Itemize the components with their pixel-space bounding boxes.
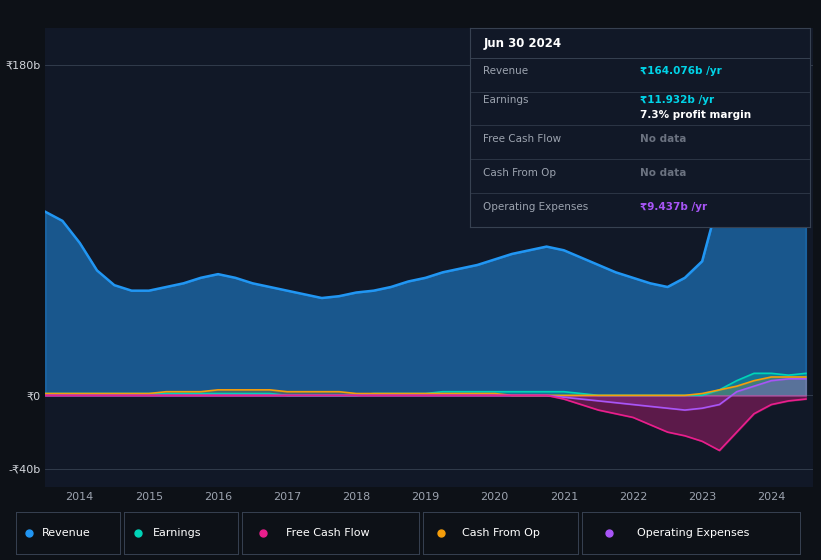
Text: ₹9.437b /yr: ₹9.437b /yr [640,202,707,212]
Text: Revenue: Revenue [43,529,91,538]
Text: Earnings: Earnings [153,529,201,538]
Text: Operating Expenses: Operating Expenses [484,202,589,212]
Text: 7.3% profit margin: 7.3% profit margin [640,110,751,120]
Text: Free Cash Flow: Free Cash Flow [287,529,369,538]
Text: Free Cash Flow: Free Cash Flow [484,134,562,144]
Text: ₹164.076b /yr: ₹164.076b /yr [640,66,722,76]
Text: Cash From Op: Cash From Op [461,529,539,538]
Text: Revenue: Revenue [484,66,529,76]
Text: Cash From Op: Cash From Op [484,168,557,178]
Text: Earnings: Earnings [484,95,529,105]
Text: Jun 30 2024: Jun 30 2024 [484,38,562,50]
Text: ₹11.932b /yr: ₹11.932b /yr [640,95,714,105]
Text: No data: No data [640,134,686,144]
Text: Operating Expenses: Operating Expenses [637,529,750,538]
Text: No data: No data [640,168,686,178]
